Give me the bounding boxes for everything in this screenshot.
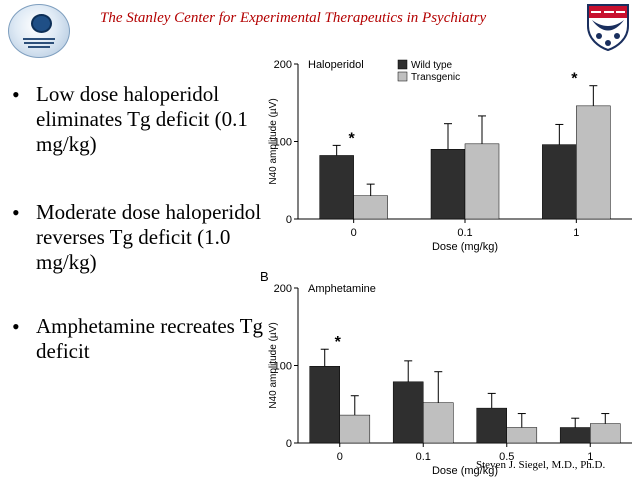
legend-label: Wild type bbox=[411, 60, 453, 71]
chart-amphetamine: 0 100 200 N40 amplitude (µV) Amphetamine 0 0.1… bbox=[262, 276, 634, 478]
x-tick-label: 0 bbox=[337, 451, 343, 463]
bullet-item: Moderate dose haloperidol reverses Tg de… bbox=[8, 200, 272, 275]
significance-asterisk: * bbox=[571, 71, 578, 88]
y-tick-label: 100 bbox=[274, 361, 292, 373]
bar bbox=[464, 143, 500, 220]
y-tick-label: 100 bbox=[274, 137, 292, 149]
legend-label: Transgenic bbox=[411, 72, 460, 83]
y-axis-label: N40 amplitude (µV) bbox=[268, 98, 279, 184]
bar bbox=[576, 105, 611, 220]
bar bbox=[339, 414, 371, 444]
bar bbox=[430, 149, 466, 220]
bullet-item: Amphetamine recreates Tg deficit bbox=[8, 314, 272, 364]
significance-asterisk: * bbox=[335, 334, 342, 351]
y-tick-label: 200 bbox=[274, 59, 292, 71]
legend-swatch bbox=[397, 59, 408, 70]
y-tick-label: 0 bbox=[286, 214, 292, 226]
legend-swatch bbox=[397, 71, 408, 82]
bar bbox=[590, 423, 621, 444]
x-tick-label: 0.1 bbox=[416, 451, 431, 463]
x-tick-label: 0.1 bbox=[457, 227, 472, 239]
x-axis-label: Dose (mg/kg) bbox=[432, 465, 498, 477]
footer-author: Steven J. Siegel, M.D., Ph.D. bbox=[476, 459, 606, 471]
x-tick-label: 0 bbox=[351, 227, 357, 239]
penn-shield-icon bbox=[582, 2, 634, 52]
bar bbox=[476, 407, 508, 444]
chart-haloperidol: 0 100 200 N40 amplitude (µV) Haloperidol Wild… bbox=[262, 52, 634, 262]
x-tick-label: 0.5 bbox=[499, 451, 514, 463]
bar bbox=[506, 427, 538, 444]
y-tick-label: 0 bbox=[286, 438, 292, 450]
bar bbox=[309, 366, 340, 444]
x-tick-label: 1 bbox=[573, 227, 579, 239]
bar bbox=[542, 144, 577, 220]
y-axis-label: N40 amplitude (µV) bbox=[268, 322, 279, 408]
x-axis-label: Dose (mg/kg) bbox=[432, 241, 498, 253]
x-tick-label: 1 bbox=[587, 451, 593, 463]
bar bbox=[392, 381, 424, 444]
header-title: The Stanley Center for Experimental Ther… bbox=[100, 10, 487, 26]
bullet-item: Low dose haloperidol eliminates Tg defic… bbox=[8, 82, 272, 157]
chart-title: Amphetamine bbox=[308, 283, 376, 295]
bar bbox=[319, 155, 354, 220]
stanley-center-seal-icon bbox=[8, 4, 70, 58]
bar bbox=[559, 427, 591, 444]
y-tick-label: 200 bbox=[274, 283, 292, 295]
significance-asterisk: * bbox=[349, 130, 356, 147]
bar bbox=[423, 402, 454, 444]
panel-label-b: B bbox=[260, 269, 269, 284]
chart-title: Haloperidol bbox=[308, 59, 364, 71]
bar bbox=[353, 195, 388, 220]
